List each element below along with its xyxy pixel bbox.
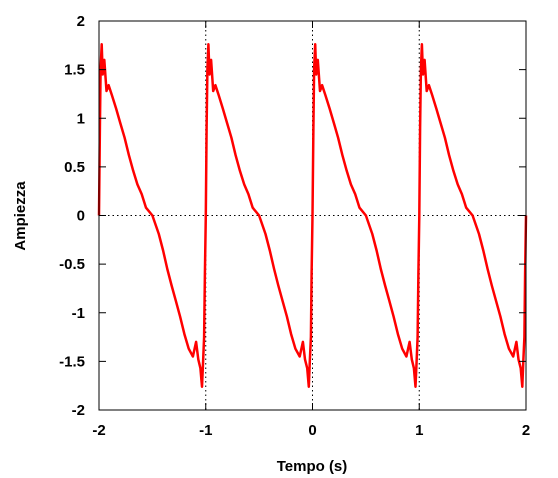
x-tick-label: 0 <box>308 422 316 439</box>
y-tick-label: 0.5 <box>64 159 85 176</box>
series-layer <box>97 43 528 388</box>
y-tick-label: -2 <box>72 402 85 419</box>
x-axis-label: Tempo (s) <box>277 458 348 475</box>
axis-ticks: -2 -1 0 1 2 -2 -1.5 -1 -0.5 0 0.5 1 1.5 2 <box>59 13 530 439</box>
x-tick-label: -1 <box>199 422 212 439</box>
y-tick-label: 1 <box>77 110 85 127</box>
y-tick-label: -1.5 <box>59 353 85 370</box>
y-axis-label: Ampiezza <box>12 181 29 251</box>
y-tick-label: -0.5 <box>59 256 85 273</box>
x-tick-label: 1 <box>415 422 423 439</box>
series-line <box>97 43 528 388</box>
y-tick-label: 0 <box>77 208 85 225</box>
y-tick-label: 1.5 <box>64 62 85 79</box>
y-tick-label: -1 <box>72 305 85 322</box>
x-tick-label: 2 <box>522 422 530 439</box>
y-tick-label: 2 <box>77 13 85 30</box>
x-tick-label: -2 <box>92 422 105 439</box>
